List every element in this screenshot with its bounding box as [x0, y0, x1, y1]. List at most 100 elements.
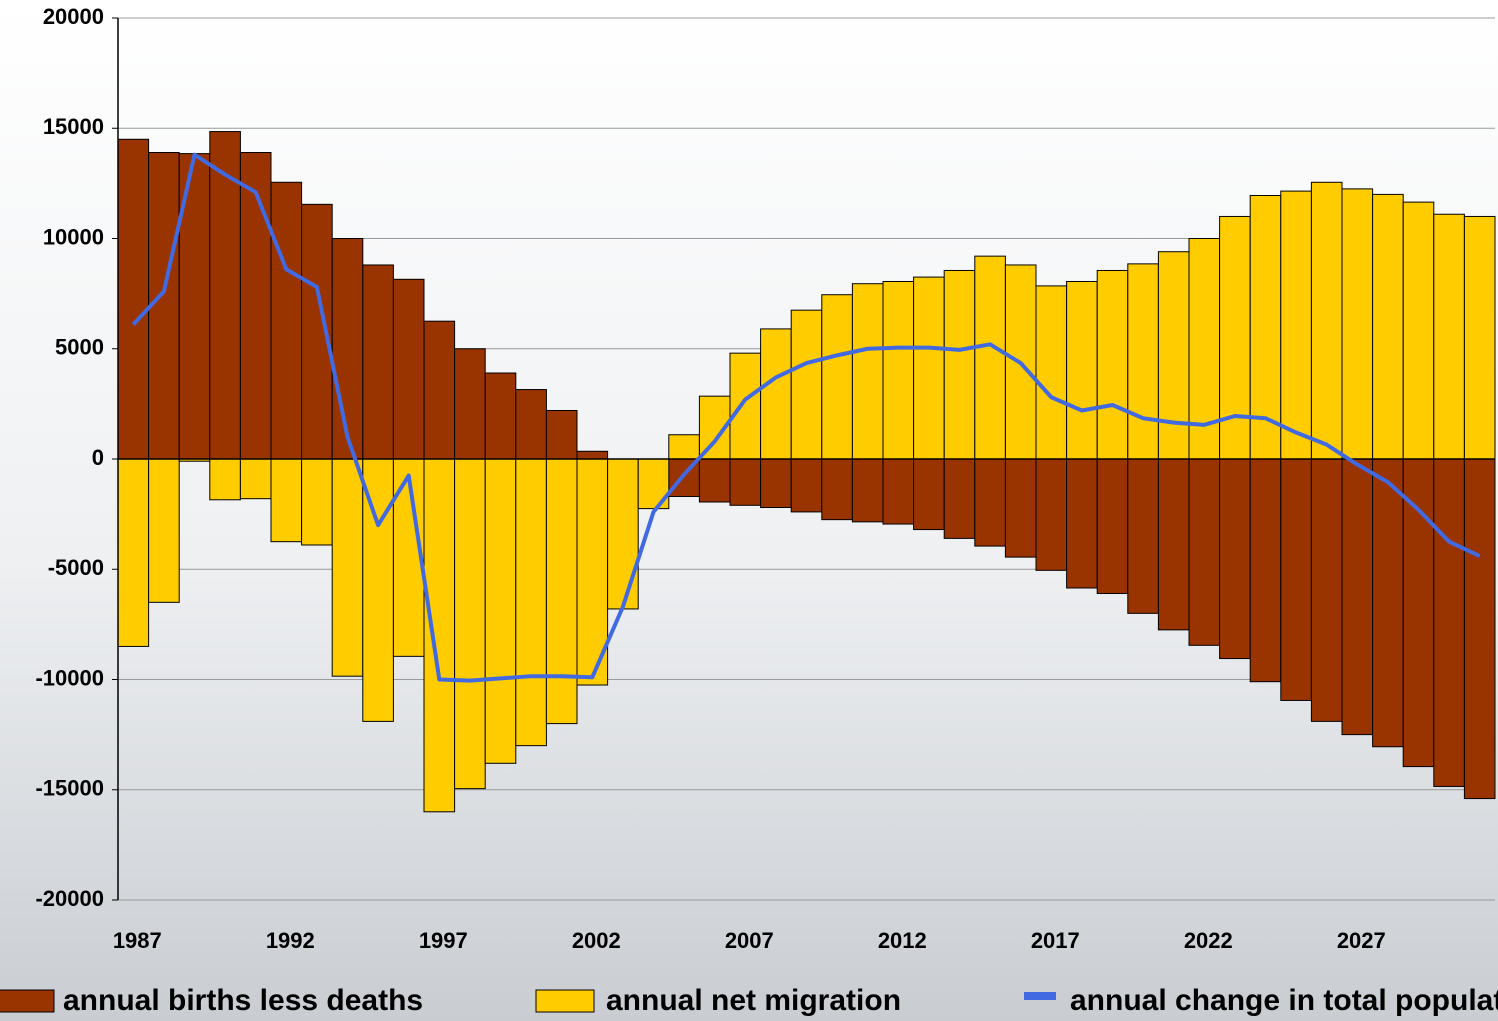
bar — [423, 458, 456, 813]
bar — [1219, 458, 1251, 660]
bar — [148, 458, 180, 603]
bar — [1341, 188, 1374, 460]
bar — [209, 131, 241, 460]
bar — [760, 328, 792, 460]
y-tick-label: -5000 — [48, 555, 104, 580]
bar — [545, 409, 578, 460]
bar — [484, 372, 517, 460]
bar — [607, 458, 639, 610]
y-tick-label: -20000 — [35, 886, 104, 911]
bar — [1310, 458, 1343, 722]
bar — [1035, 458, 1068, 571]
bar — [576, 458, 609, 686]
y-tick-label: 0 — [92, 445, 104, 470]
bar — [1004, 458, 1037, 558]
bar — [1372, 458, 1404, 748]
bar — [1249, 195, 1282, 460]
bar — [790, 458, 823, 513]
bar — [913, 276, 945, 460]
legend-label: annual births less deaths — [63, 984, 423, 1017]
bar — [270, 181, 303, 460]
y-tick-label: -10000 — [35, 665, 104, 690]
bar — [392, 278, 425, 460]
x-tick-label: 2017 — [1031, 928, 1080, 953]
x-tick-label: 1987 — [113, 928, 162, 953]
bar — [974, 255, 1006, 460]
bar — [1341, 458, 1374, 736]
bar — [301, 458, 333, 546]
bar — [1035, 285, 1068, 460]
bar — [1402, 201, 1435, 460]
x-tick-label: 2007 — [725, 928, 774, 953]
x-tick-label: 2027 — [1337, 928, 1386, 953]
bar — [484, 458, 517, 764]
bar — [1066, 458, 1098, 589]
bar — [1433, 458, 1465, 787]
legend-label: annual net migration — [606, 984, 901, 1017]
bar — [943, 458, 976, 539]
bar — [362, 264, 394, 460]
legend-swatch — [0, 989, 55, 1013]
bar — [1188, 458, 1221, 646]
y-tick-label: 5000 — [55, 335, 104, 360]
bar — [1463, 215, 1496, 460]
bar — [851, 458, 884, 523]
y-tick-label: 10000 — [43, 224, 104, 249]
bar — [239, 458, 272, 500]
bar — [760, 458, 792, 509]
legend-label: annual change in total population — [1070, 984, 1498, 1017]
bar — [821, 458, 853, 521]
bar — [729, 458, 762, 506]
bar — [515, 458, 547, 747]
bar — [698, 458, 731, 503]
bar — [851, 283, 884, 460]
bar — [729, 352, 762, 460]
bar — [331, 238, 364, 460]
bar — [423, 320, 456, 460]
bar — [1310, 181, 1343, 460]
bar — [790, 309, 823, 460]
bar — [1402, 458, 1435, 768]
bar — [1280, 190, 1312, 460]
bar — [1433, 213, 1465, 460]
bar — [1280, 458, 1312, 701]
bar — [668, 434, 700, 460]
legend-swatch — [535, 989, 595, 1013]
x-tick-label: 2022 — [1184, 928, 1233, 953]
bar — [1096, 458, 1129, 595]
bar — [821, 294, 853, 460]
bar — [576, 450, 609, 460]
line — [131, 152, 1481, 683]
bar — [882, 458, 915, 525]
legend-swatch — [1024, 992, 1056, 1000]
bar — [1372, 193, 1404, 460]
x-tick-label: 1997 — [419, 928, 468, 953]
bar — [1127, 263, 1159, 460]
bar — [454, 348, 486, 460]
y-tick-label: -15000 — [35, 776, 104, 801]
bar — [1127, 458, 1159, 614]
bar — [362, 458, 394, 722]
x-tick-label: 1992 — [266, 928, 315, 953]
y-tick-label: 15000 — [43, 114, 104, 139]
bar — [974, 458, 1006, 547]
bar — [331, 458, 364, 677]
bar — [454, 458, 486, 790]
bar — [209, 458, 241, 501]
x-tick-label: 2012 — [878, 928, 927, 953]
x-tick-label: 2002 — [572, 928, 621, 953]
bar — [1157, 251, 1190, 460]
bar — [117, 138, 150, 460]
bar — [1249, 458, 1282, 683]
bar — [1157, 458, 1190, 631]
bar — [1219, 215, 1251, 460]
bar — [882, 280, 915, 460]
bar — [1096, 269, 1129, 460]
bar — [913, 458, 945, 531]
bar — [117, 458, 150, 647]
bar — [270, 458, 303, 543]
bar — [1066, 280, 1098, 460]
bar — [239, 152, 272, 460]
bar — [943, 269, 976, 460]
